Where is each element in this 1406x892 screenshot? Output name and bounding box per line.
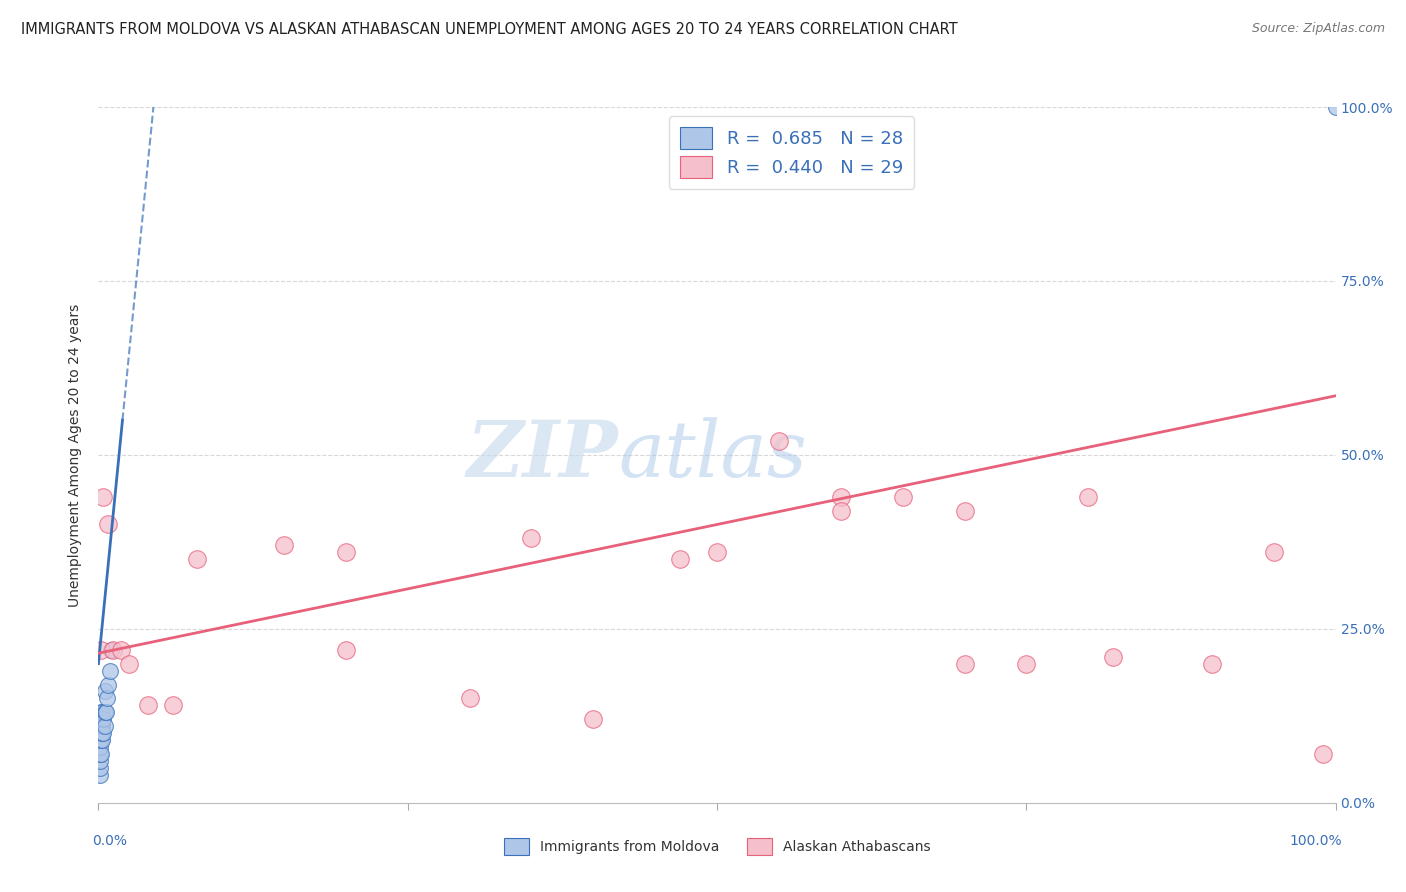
Point [953, 657, 976, 671]
Point [98, 664, 121, 678]
Point [335, 545, 357, 559]
Point [90, 706, 112, 720]
Point [100, 642, 122, 657]
Point [136, 698, 159, 713]
Text: ZIP: ZIP [467, 417, 619, 493]
Point [768, 434, 790, 448]
Point [93, 684, 115, 698]
Point [1201, 657, 1223, 671]
Text: IMMIGRANTS FROM MOLDOVA VS ALASKAN ATHABASCAN UNEMPLOYMENT AMONG AGES 20 TO 24 Y: IMMIGRANTS FROM MOLDOVA VS ALASKAN ATHAB… [21, 22, 957, 37]
Point [1077, 490, 1099, 504]
Point [520, 532, 543, 546]
Point [90, 747, 112, 761]
Point [89, 726, 111, 740]
Point [110, 642, 132, 657]
Point [89, 733, 111, 747]
Point [89, 768, 111, 782]
Point [1102, 649, 1125, 664]
Point [118, 657, 141, 671]
Point [582, 712, 605, 726]
Point [93, 719, 115, 733]
Point [335, 642, 357, 657]
Point [706, 545, 728, 559]
Point [669, 552, 692, 566]
Y-axis label: Unemployment Among Ages 20 to 24 years: Unemployment Among Ages 20 to 24 years [69, 303, 83, 607]
Point [89, 740, 111, 755]
Text: Source: ZipAtlas.com: Source: ZipAtlas.com [1251, 22, 1385, 36]
Point [90, 726, 112, 740]
Point [1015, 657, 1038, 671]
Text: atlas: atlas [619, 417, 807, 493]
Point [1324, 100, 1347, 114]
Point [91, 726, 114, 740]
Text: 100.0%: 100.0% [1289, 834, 1341, 848]
Point [89, 719, 111, 733]
Point [91, 719, 114, 733]
Point [97, 517, 120, 532]
Point [89, 747, 111, 761]
Point [1312, 747, 1334, 761]
Point [90, 719, 112, 733]
Point [97, 677, 120, 691]
Point [93, 706, 115, 720]
Point [90, 733, 112, 747]
Point [830, 503, 852, 517]
Point [103, 642, 125, 657]
Point [93, 712, 115, 726]
Point [93, 490, 115, 504]
Point [273, 538, 295, 552]
Point [90, 642, 112, 657]
Text: 0.0%: 0.0% [93, 834, 127, 848]
Point [1263, 545, 1285, 559]
Point [89, 754, 111, 768]
Point [458, 691, 481, 706]
Legend: Immigrants from Moldova, Alaskan Athabascans: Immigrants from Moldova, Alaskan Athabas… [496, 831, 938, 862]
Point [96, 691, 118, 706]
Point [91, 706, 114, 720]
Point [953, 503, 976, 517]
Point [91, 733, 114, 747]
Point [93, 726, 115, 740]
Point [162, 698, 184, 713]
Point [891, 490, 914, 504]
Point [830, 490, 852, 504]
Point [186, 552, 208, 566]
Point [89, 761, 111, 775]
Point [94, 706, 117, 720]
